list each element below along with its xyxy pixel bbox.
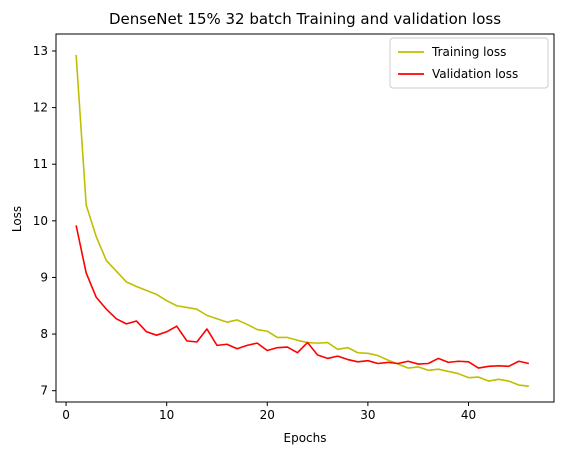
chart-title: DenseNet 15% 32 batch Training and valid… [109, 10, 501, 28]
series-line-validation [75, 225, 530, 369]
legend: Training loss Validation loss [389, 37, 549, 89]
x-tick-label: 30 [360, 408, 375, 422]
x-tick-label: 0 [62, 408, 70, 422]
plot-frame [55, 33, 555, 403]
y-tick-label: 9 [40, 270, 48, 284]
y-tick-label: 13 [33, 44, 48, 58]
series-line-training [75, 54, 529, 387]
x-tick-label: 40 [461, 408, 476, 422]
x-tick-label: 10 [159, 408, 174, 422]
plot-area [55, 33, 555, 403]
y-tick-label: 7 [40, 384, 48, 398]
legend-label-validation: Validation loss [432, 67, 518, 81]
legend-box [389, 37, 549, 89]
y-tick-label: 8 [40, 327, 48, 341]
x-axis-label: Epochs [284, 431, 327, 445]
x-axis-ticks: 0 10 20 30 40 [62, 402, 476, 422]
y-tick-label: 10 [33, 214, 48, 228]
x-tick-label: 20 [260, 408, 275, 422]
y-tick-label: 12 [33, 101, 48, 115]
y-axis-label: Loss [10, 206, 24, 232]
y-axis-ticks: 7 8 9 10 11 12 13 [33, 44, 56, 398]
y-tick-label: 11 [33, 157, 48, 171]
legend-label-training: Training loss [431, 45, 506, 59]
